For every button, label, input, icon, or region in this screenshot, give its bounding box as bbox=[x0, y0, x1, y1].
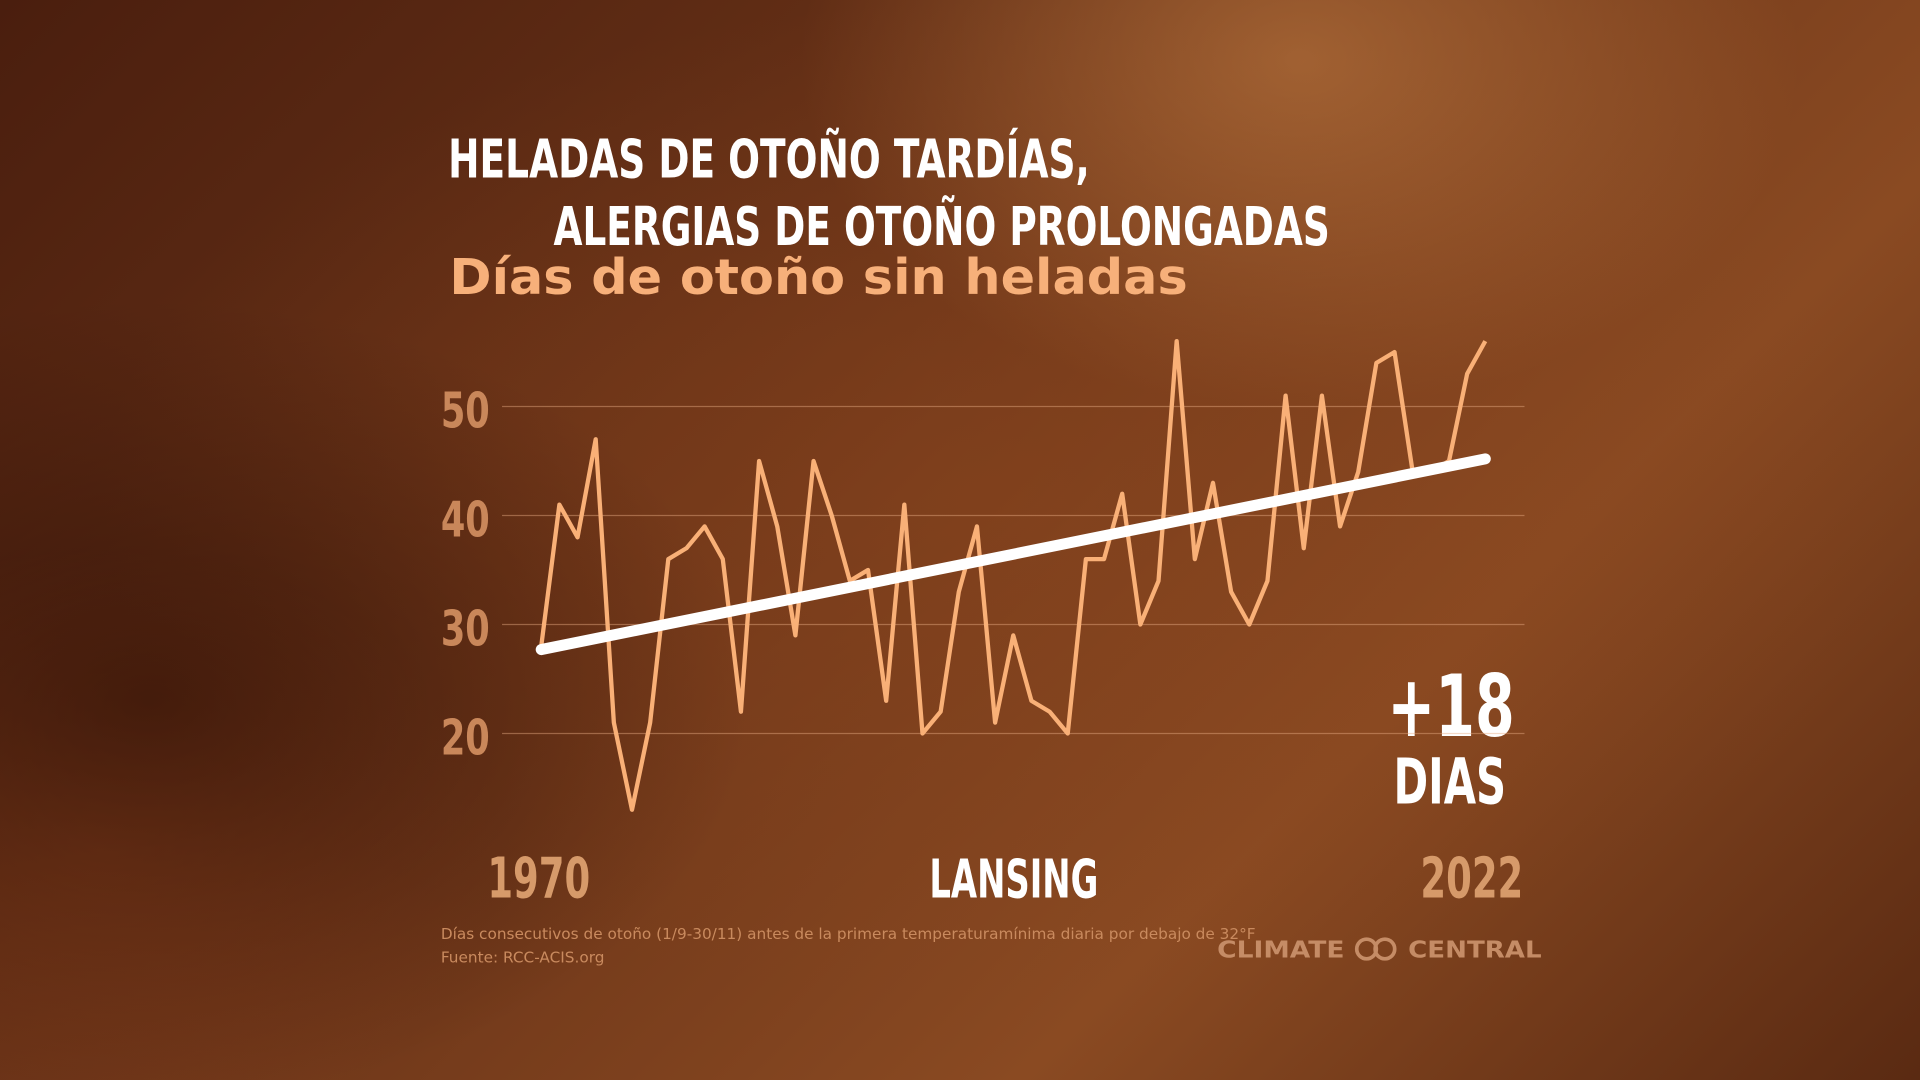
annotation: +18 bbox=[1387, 657, 1514, 757]
y-tick-label: 40 bbox=[441, 491, 490, 548]
chart-subtitle: Días de otoño sin heladas bbox=[449, 249, 1187, 306]
chart-title: ALERGIAS DE OTOÑO PROLONGADAS bbox=[553, 195, 1329, 258]
annotation: DIAS bbox=[1393, 745, 1506, 819]
footnote: Fuente: RCC-ACIS.org bbox=[441, 948, 605, 966]
logo: CLIMATE bbox=[1217, 937, 1344, 964]
y-tick-label: 50 bbox=[441, 382, 490, 439]
footnote: Días consecutivos de otoño (1/9-30/11) a… bbox=[441, 925, 1256, 943]
logo-icon bbox=[1373, 937, 1397, 961]
x-tick-label: 2022 bbox=[1420, 847, 1523, 912]
x-tick-label: 1970 bbox=[487, 847, 590, 912]
trend-line bbox=[535, 453, 1491, 656]
location-label: LANSING bbox=[929, 848, 1098, 911]
y-tick-label: 30 bbox=[441, 600, 490, 657]
y-tick-label: 20 bbox=[441, 709, 490, 766]
data-line bbox=[539, 339, 1488, 812]
chart-title: HELADAS DE OTOÑO TARDÍAS, bbox=[448, 128, 1090, 191]
logo: CENTRAL bbox=[1408, 937, 1542, 964]
